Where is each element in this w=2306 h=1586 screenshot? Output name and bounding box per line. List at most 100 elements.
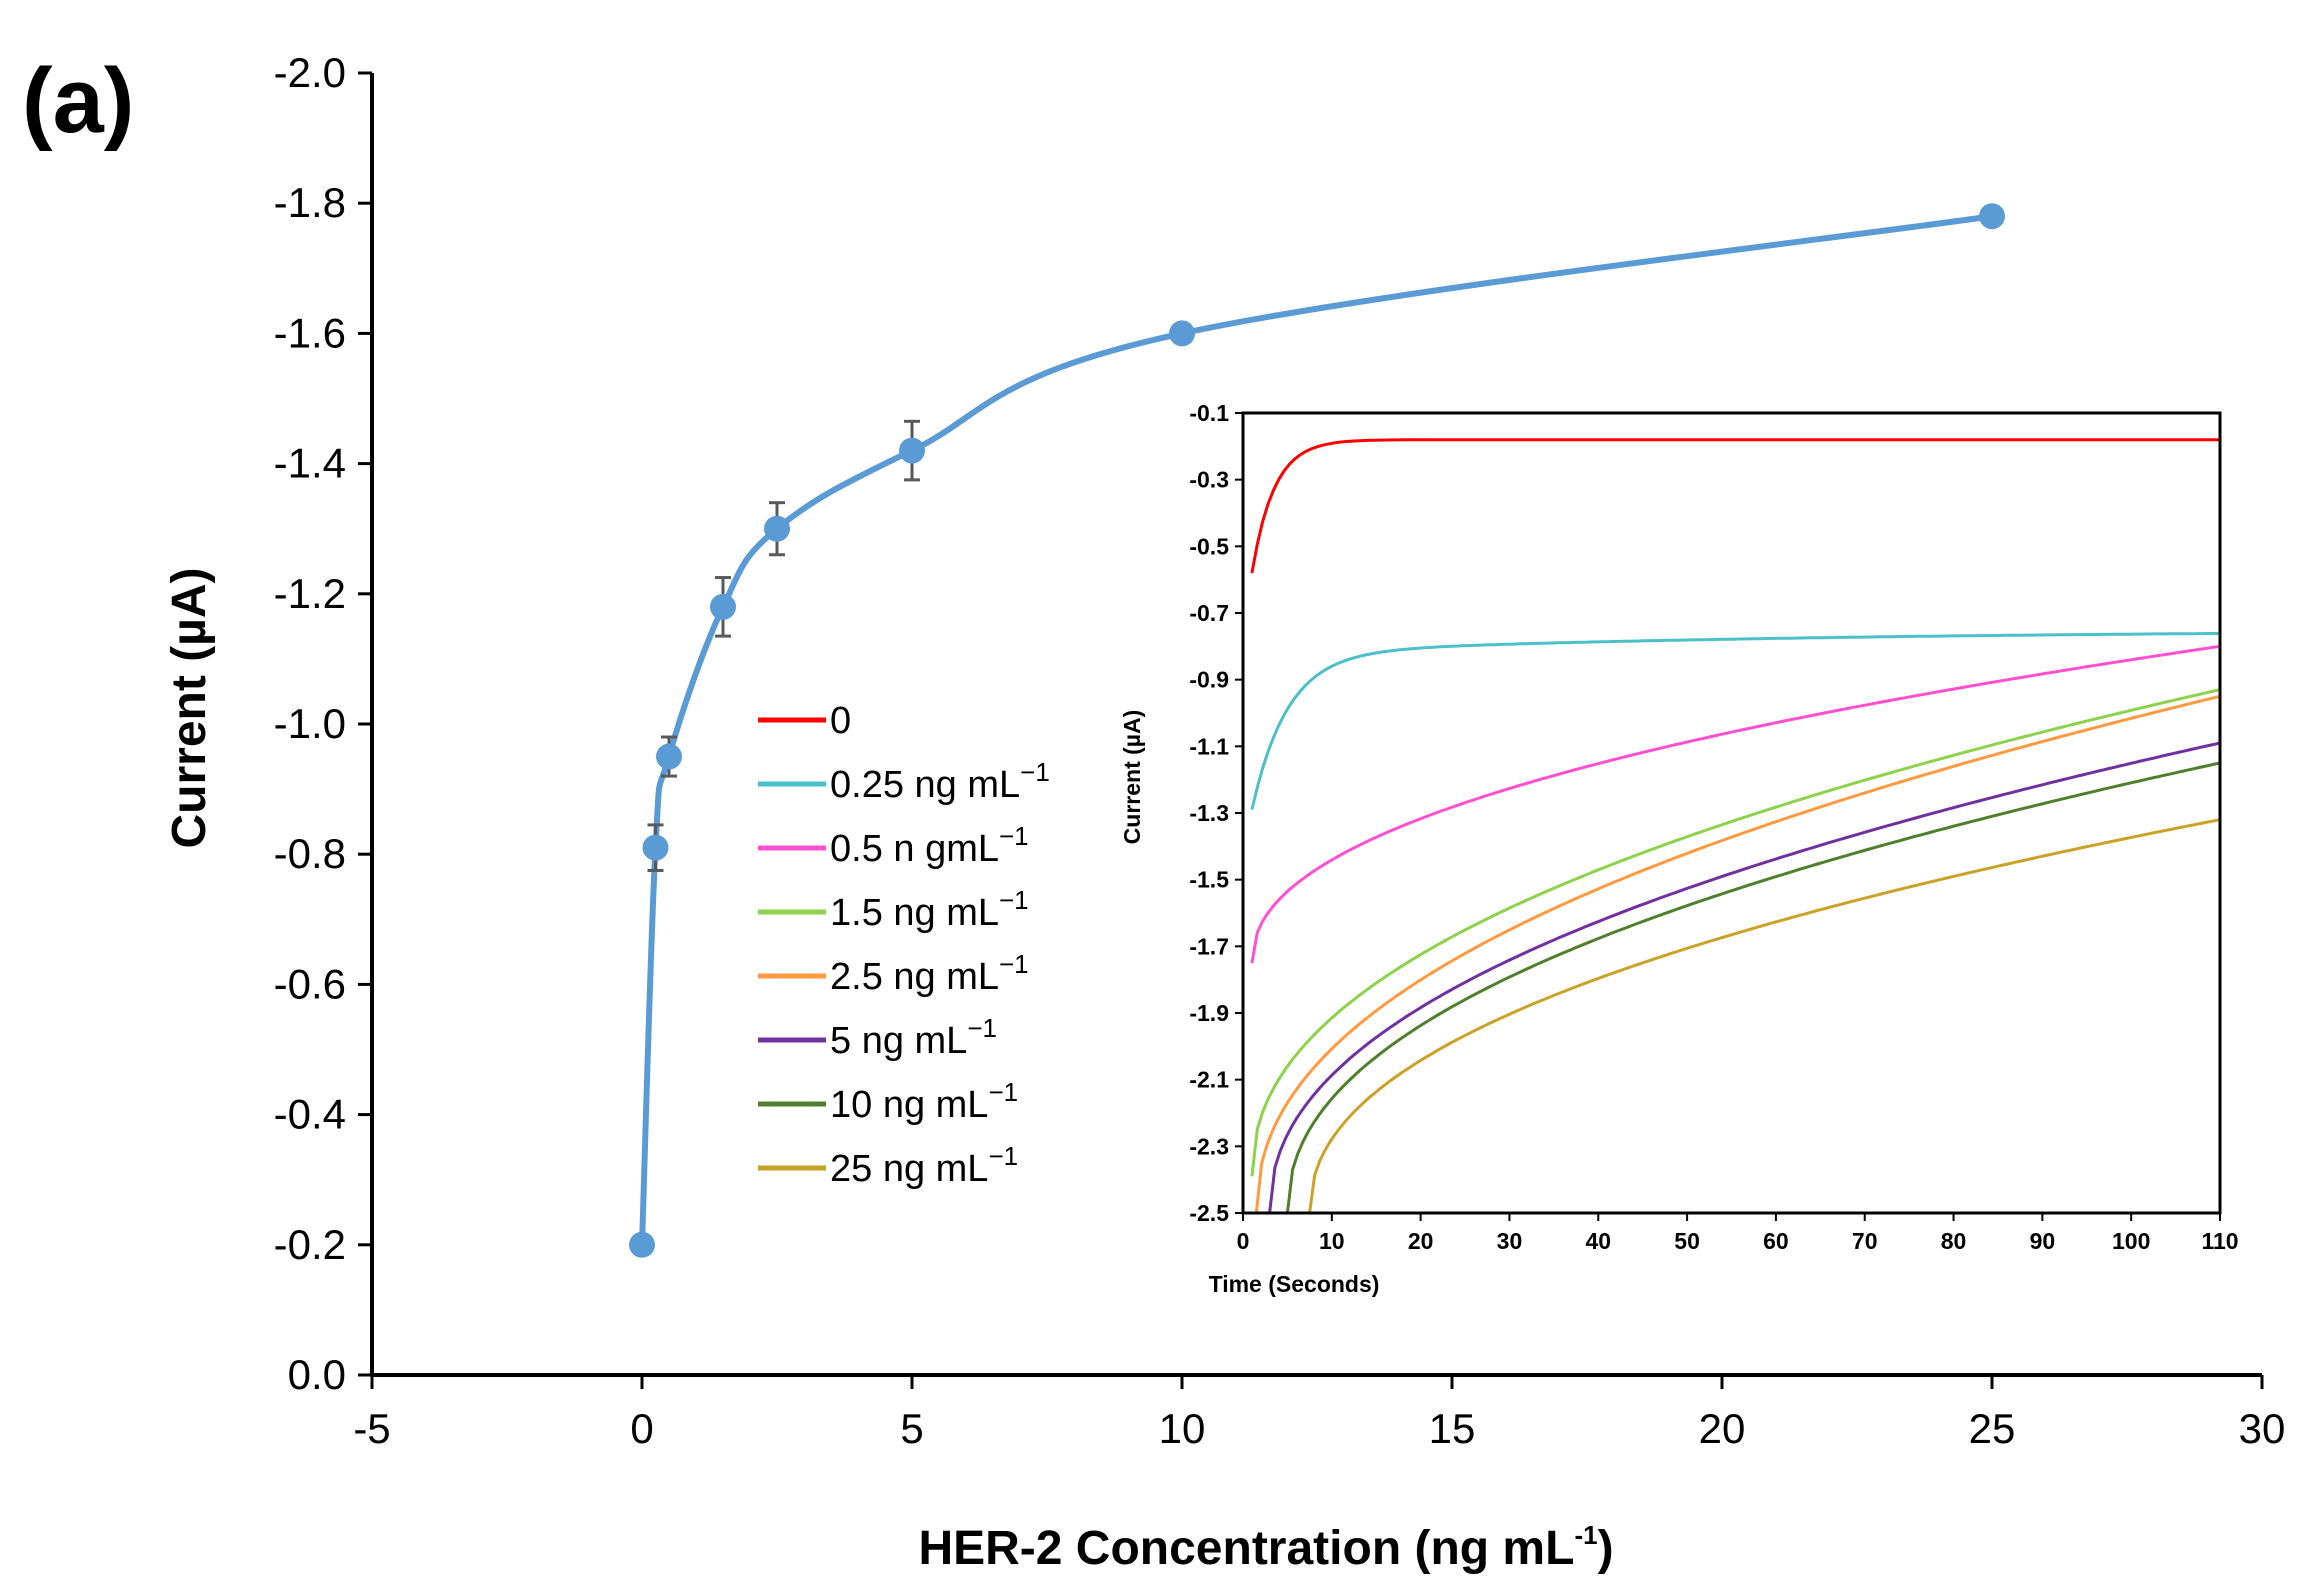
inset-y-axis-title: Current (µA) [1119,710,1145,845]
legend-entry-text: 1.5 ng mL [830,892,999,934]
inset-y-tick-label: -0.7 [1189,600,1229,626]
data-point [1979,203,2005,230]
inset-y-tick-label: -1.9 [1189,1000,1229,1026]
x-axis-title-end: ) [1598,1522,1614,1575]
legend-entry-label: 0.25 ng mL−1 [830,757,1050,806]
inset-y-tick-label: -0.1 [1189,400,1229,426]
x-tick-label: 20 [1699,1405,1746,1452]
y-tick-label: 0.0 [288,1351,346,1398]
data-point [764,515,790,542]
x-axis-title-main: HER-2 Concentration (ng mL [918,1522,1574,1575]
inset-y-tick-label: -1.1 [1189,733,1229,759]
main-x-ticks: -5 0 5 10 15 20 25 30 [353,1375,2285,1452]
legend-entry-text: 0 [830,700,851,742]
inset-x-tick-label: 50 [1674,1228,1700,1254]
legend-entry-text: 2.5 ng mL [830,956,999,998]
inset-x-tick-label: 10 [1319,1228,1345,1254]
legend-entry-sup: −1 [967,1013,997,1043]
inset-x-tick-label: 110 [2201,1228,2238,1254]
inset-y-tick-label: -2.3 [1189,1133,1229,1159]
data-point [642,834,669,861]
legend-entry-label: 10 ng mL−1 [830,1077,1018,1126]
inset-y-ticks: -0.1 -0.3 -0.5 -0.7 -0.9 -1.1 -1.3 -1.5 -1.7 -1.9… [1189,400,1243,1226]
main-y-ticks: -2.0 -1.8 -1.6 -1.4 -1.2 -1.0 -0.8 -0.6 -0.4 -0.2… [274,49,372,1398]
x-tick-label: 30 [2239,1405,2286,1452]
main-chart: -2.0 -1.8 -1.6 -1.4 -1.2 -1.0 -0.8 -0.6 -0.4 -0.2… [163,49,2285,1575]
inset-x-tick-label: 90 [2030,1228,2056,1254]
x-tick-label: 10 [1159,1405,1206,1452]
inset-series-line [1308,818,2221,1214]
y-tick-label: -2.0 [274,49,346,96]
y-tick-label: -0.8 [274,830,346,877]
legend-entry-sup: −1 [988,1077,1018,1107]
legend-entry-text: 0.25 ng mL [830,764,1020,806]
legend-entry-text: 10 ng mL [830,1084,988,1126]
inset-x-tick-label: 40 [1585,1228,1611,1254]
legend-entry-text: 5 ng mL [830,1020,967,1062]
x-tick-label: -5 [353,1405,390,1452]
legend-entry-sup: −1 [988,1141,1018,1171]
inset-x-tick-label: 80 [1941,1228,1967,1254]
legend: 00.25 ng mL−10.5 n gmL−11.5 ng mL−12.5 n… [758,700,1050,1190]
x-tick-label: 0 [630,1405,653,1452]
legend-entry-sup: −1 [999,821,1029,851]
panel-label: (a) [22,50,134,152]
y-tick-label: -1.2 [274,570,346,617]
inset-series-line [1250,644,2221,964]
inset-series-line [1250,688,2221,1177]
legend-entry-sup: −1 [999,885,1029,915]
inset-x-ticks: 0 10 20 30 40 50 60 70 80 90 100 110 [1237,1213,2239,1254]
inset-y-tick-label: -0.3 [1189,467,1229,493]
data-point [710,593,736,620]
y-tick-label: -1.8 [274,179,346,226]
inset-y-tick-label: -1.5 [1189,867,1229,893]
legend-entry-label: 0 [830,700,851,742]
inset-curves [1250,438,2221,1214]
y-tick-label: -1.0 [274,700,346,747]
legend-entry-label: 1.5 ng mL−1 [830,885,1029,934]
x-axis-title-sup: -1 [1574,1520,1597,1550]
legend-entry-label: 25 ng mL−1 [830,1141,1018,1190]
y-tick-label: -0.4 [274,1091,346,1138]
inset-y-tick-label: -0.9 [1189,667,1229,693]
inset-y-tick-label: -0.5 [1189,533,1229,559]
legend-entry-text: 0.5 n gmL [830,828,999,870]
legend-entry-label: 2.5 ng mL−1 [830,949,1029,998]
legend-entry-sup: −1 [1020,757,1050,787]
inset-x-tick-label: 60 [1763,1228,1789,1254]
y-axis-title: Current (µA) [163,568,216,849]
legend-entry-label: 5 ng mL−1 [830,1013,997,1062]
data-point [899,437,925,464]
inset-chart: -0.1 -0.3 -0.5 -0.7 -0.9 -1.1 -1.3 -1.5 -1.7 -1.9… [1119,400,2239,1297]
inset-x-tick-label: 30 [1497,1228,1523,1254]
x-tick-label: 15 [1429,1405,1476,1452]
inset-series-line [1268,741,2221,1214]
x-tick-label: 25 [1969,1405,2016,1452]
x-tick-label: 5 [900,1405,923,1452]
inset-x-tick-label: 0 [1237,1228,1250,1254]
data-point [656,743,682,770]
legend-entry-text: 25 ng mL [830,1148,988,1190]
data-point [1169,320,1195,347]
calibration-points [629,203,2005,1258]
inset-y-tick-label: -1.7 [1189,933,1229,959]
y-tick-label: -1.4 [274,440,346,487]
inset-y-tick-label: -2.1 [1189,1067,1229,1093]
inset-x-tick-label: 70 [1852,1228,1878,1254]
inset-x-axis-title: Time (Seconds) [1209,1271,1380,1297]
legend-entry-sup: −1 [999,949,1029,979]
inset-background [1243,413,2220,1213]
inset-series-line [1254,694,2221,1214]
inset-series-line [1285,761,2221,1214]
legend-entry-label: 0.5 n gmL−1 [830,821,1029,870]
y-tick-label: -1.6 [274,309,346,356]
data-point [629,1231,655,1258]
y-tick-label: -0.6 [274,960,346,1007]
inset-y-tick-label: -2.5 [1189,1200,1229,1226]
x-axis-title: HER-2 Concentration (ng mL-1) [918,1520,1613,1575]
y-tick-label: -0.2 [274,1221,346,1268]
inset-x-tick-label: 20 [1408,1228,1434,1254]
inset-series-line [1250,632,2220,811]
inset-y-tick-label: -1.3 [1189,800,1229,826]
